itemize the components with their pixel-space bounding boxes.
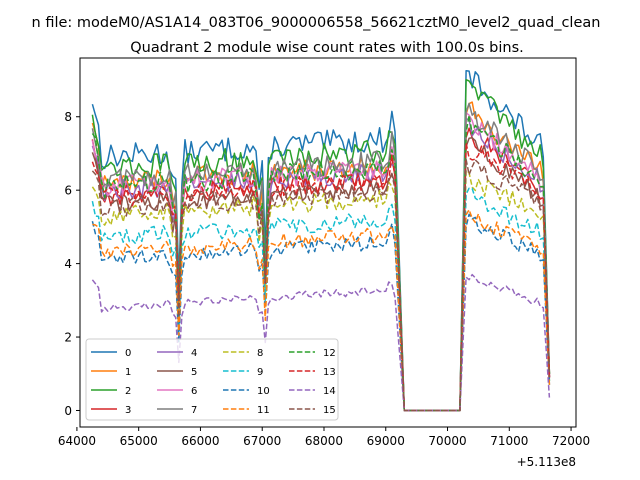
series-layer (91, 69, 551, 412)
y-tick-label: 0 (64, 404, 72, 418)
x-tick-label: 69000 (367, 434, 405, 448)
x-tick-label: 64000 (58, 434, 96, 448)
legend-label-2: 2 (125, 386, 131, 397)
x-tick-label: 70000 (428, 434, 466, 448)
x-tick-label: 66000 (181, 434, 219, 448)
series-line-15 (91, 158, 551, 412)
legend-label-0: 0 (125, 348, 131, 359)
series-line-8 (91, 169, 551, 412)
y-tick-label: 8 (64, 110, 72, 124)
axes-layer: 64000 65000 66000 67000 68000 69000 70000 71000… (58, 110, 590, 448)
legend-box (85, 338, 339, 421)
legend-label-7: 7 (191, 405, 197, 416)
x-tick-label: 72000 (552, 434, 590, 448)
x-tick-label: 65000 (120, 434, 158, 448)
legend-label-12: 12 (323, 348, 336, 359)
legend-label-14: 14 (323, 386, 336, 397)
y-tick-label: 4 (64, 257, 72, 271)
legend-label-9: 9 (257, 367, 263, 378)
legend-label-4: 4 (191, 348, 197, 359)
legend-label-6: 6 (191, 386, 197, 397)
legend-label-5: 5 (191, 367, 197, 378)
series-line-11 (92, 209, 551, 412)
x-tick-label: 71000 (490, 434, 528, 448)
legend-label-8: 8 (257, 348, 263, 359)
series-line-10 (91, 213, 551, 412)
series-line-1 (91, 101, 551, 412)
legend-label-3: 3 (125, 405, 131, 416)
figure-suptitle: n file: modeM0/AS1A14_083T06_9000006558_… (32, 15, 601, 31)
x-offset-label: +5.113e8 (517, 455, 576, 469)
series-line-12 (91, 114, 551, 412)
series-line-9 (91, 187, 551, 412)
series-line-13 (91, 142, 551, 412)
plot-frame (79, 57, 577, 428)
chart-title: Quadrant 2 module wise count rates with … (130, 40, 524, 56)
legend-label-13: 13 (323, 367, 336, 378)
legend-label-11: 11 (257, 405, 270, 416)
legend-label-10: 10 (257, 386, 270, 397)
series-line-14 (91, 273, 551, 412)
x-tick-label: 67000 (243, 434, 281, 448)
legend-label-1: 1 (125, 367, 131, 378)
legend-label-15: 15 (323, 405, 336, 416)
y-tick-label: 2 (64, 331, 72, 345)
series-line-7 (91, 102, 551, 412)
y-tick-label: 6 (64, 184, 72, 198)
x-tick-label: 68000 (305, 434, 343, 448)
